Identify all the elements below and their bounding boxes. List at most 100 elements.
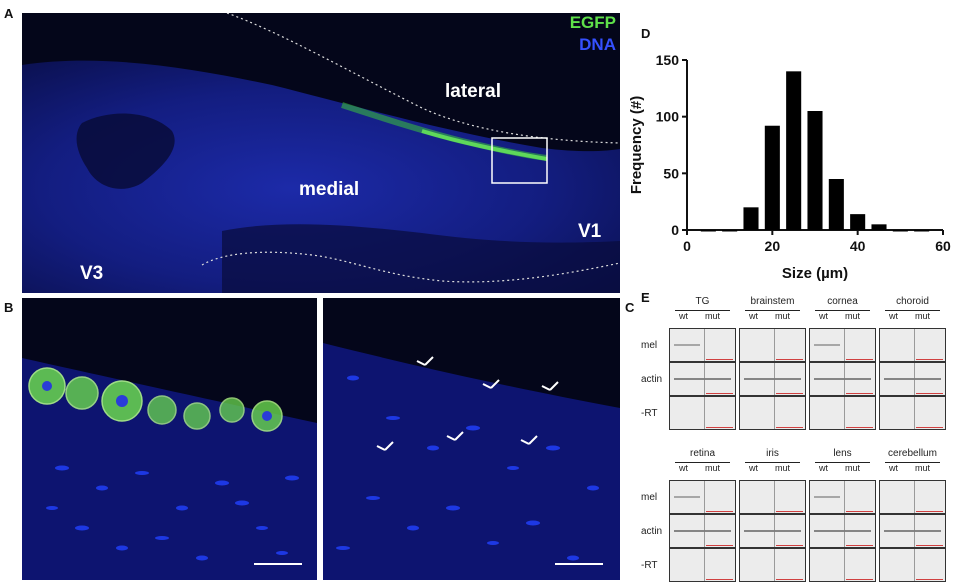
label-lateral: lateral xyxy=(445,81,501,102)
gel-lane-pair xyxy=(879,362,946,396)
histogram-bar xyxy=(807,111,823,230)
gel-lane-pair xyxy=(809,480,876,514)
panel-letter-b: B xyxy=(4,300,14,315)
gel-edge-mark xyxy=(845,545,873,546)
lane-divider xyxy=(913,549,915,581)
lane-divider xyxy=(773,481,775,513)
tissue-label: lens xyxy=(833,448,852,459)
gel-band xyxy=(884,378,941,380)
lane-label-mut: mut xyxy=(915,311,931,321)
blot-row-label: actin xyxy=(641,374,663,385)
gel-lane-pair xyxy=(669,514,736,548)
lane-divider xyxy=(843,549,845,581)
gel-lane-pair xyxy=(809,328,876,362)
gel-edge-mark xyxy=(705,579,733,580)
gel-edge-mark xyxy=(705,393,733,394)
tissue-underline xyxy=(745,462,800,463)
gel-edge-mark xyxy=(845,579,873,580)
tissue-label: iris xyxy=(766,448,779,459)
gel-edge-mark xyxy=(705,545,733,546)
lane-label-wt: wt xyxy=(679,311,688,321)
gel-band xyxy=(814,378,871,380)
tissue-label: brainstem xyxy=(750,296,795,307)
lane-divider xyxy=(773,397,775,429)
label-v3: V3 xyxy=(80,263,104,284)
gel-lane-pair xyxy=(739,514,806,548)
gel-lane-pair xyxy=(669,548,736,582)
x-tick-label: 0 xyxy=(683,238,691,254)
legend-egfp: EGFP xyxy=(569,13,616,32)
size-histogram: 0 50 100 150 0 20 40 60 Size (µm) Frequency (#) xyxy=(625,30,960,288)
panel-letter-d: D xyxy=(641,26,651,41)
gel-edge-mark xyxy=(915,579,943,580)
gel-band xyxy=(674,530,731,532)
histogram-bar xyxy=(892,230,908,232)
gel-lane-pair xyxy=(879,480,946,514)
gel-edge-mark xyxy=(915,511,943,512)
gel-lane-pair xyxy=(739,548,806,582)
tissue-label: TG xyxy=(695,296,710,307)
gel-edge-mark xyxy=(915,393,943,394)
gel-edge-mark xyxy=(915,359,943,360)
lane-divider xyxy=(773,549,775,581)
y-tick-label: 0 xyxy=(671,222,679,238)
lane-divider xyxy=(703,329,705,361)
y-tick-label: 50 xyxy=(663,165,679,181)
lane-divider xyxy=(773,329,775,361)
lane-label-mut: mut xyxy=(845,463,861,473)
tissue-underline xyxy=(675,462,730,463)
histogram-bar xyxy=(700,230,716,232)
gel-edge-mark xyxy=(705,427,733,428)
gel-lane-pair xyxy=(669,396,736,430)
lane-divider xyxy=(913,397,915,429)
micrograph-panel-b-right xyxy=(323,298,620,580)
gel-band xyxy=(674,344,700,346)
gel-edge-mark xyxy=(845,427,873,428)
gel-lane-pair xyxy=(739,362,806,396)
lane-label-wt: wt xyxy=(889,311,898,321)
micrograph-panel-a: EGFP DNA lateral medial V1 V3 xyxy=(22,13,620,293)
gel-lane-pair xyxy=(669,362,736,396)
gel-edge-mark xyxy=(775,511,803,512)
tissue-underline xyxy=(815,462,870,463)
y-tick-label: 100 xyxy=(656,109,680,125)
lane-label-wt: wt xyxy=(819,311,828,321)
lane-label-mut: mut xyxy=(775,463,791,473)
blot-row-label: -RT xyxy=(641,408,658,419)
gel-edge-mark xyxy=(775,579,803,580)
tissue-label: cerebellum xyxy=(888,448,937,459)
histogram-bar xyxy=(764,125,780,230)
histogram-bar xyxy=(914,230,930,232)
x-axis-label: Size (µm) xyxy=(782,265,848,282)
gel-edge-mark xyxy=(705,359,733,360)
gel-lane-pair xyxy=(879,548,946,582)
tissue-label: choroid xyxy=(896,296,929,307)
gel-lane-pair xyxy=(809,514,876,548)
x-tick-label: 60 xyxy=(935,238,951,254)
lane-label-wt: wt xyxy=(749,463,758,473)
gel-edge-mark xyxy=(845,511,873,512)
blot-row-label: mel xyxy=(641,492,658,503)
tissue-label: retina xyxy=(689,448,715,459)
histogram-bar xyxy=(828,179,844,230)
tissue-underline xyxy=(885,310,940,311)
label-medial: medial xyxy=(299,179,360,200)
gel-edge-mark xyxy=(775,545,803,546)
tissue-underline xyxy=(745,310,800,311)
gel-lane-pair xyxy=(879,396,946,430)
gel-band xyxy=(744,530,801,532)
blot-row-label: -RT xyxy=(641,560,658,571)
lane-divider xyxy=(843,329,845,361)
tissue-underline xyxy=(815,310,870,311)
y-axis-label: Frequency (#) xyxy=(628,96,645,194)
gel-lane-pair xyxy=(809,396,876,430)
lane-label-wt: wt xyxy=(889,463,898,473)
lane-label-wt: wt xyxy=(819,463,828,473)
gel-edge-mark xyxy=(775,427,803,428)
label-v1: V1 xyxy=(578,221,602,242)
lane-divider xyxy=(703,397,705,429)
panel-letter-a: A xyxy=(4,6,14,21)
gel-band xyxy=(814,530,871,532)
panel-letter-e: E xyxy=(641,290,650,305)
histogram-bar xyxy=(786,71,802,230)
